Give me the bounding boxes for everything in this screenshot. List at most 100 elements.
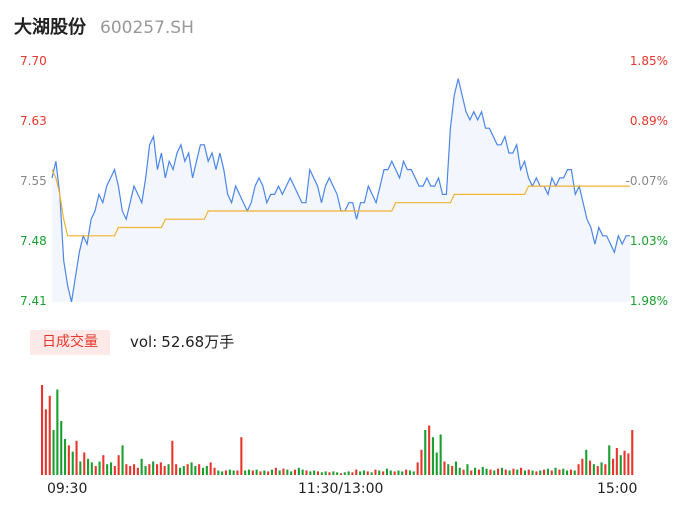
volume-bar [71, 451, 74, 475]
volume-bar [75, 440, 78, 475]
volume-bar [286, 469, 289, 475]
volume-bar [619, 455, 622, 475]
stock-header: 大湖股份 600257.SH [14, 13, 194, 39]
volume-bar [87, 458, 90, 475]
volume-bar [362, 470, 365, 475]
volume-bar [316, 471, 319, 475]
volume-bar [408, 470, 411, 475]
volume-bar [550, 470, 553, 475]
volume-bar [359, 471, 362, 475]
volume-tag: 日成交量 [30, 330, 110, 355]
volume-bar [202, 467, 205, 475]
volume-bar [320, 472, 323, 475]
volume-bar [527, 469, 530, 475]
volume-bar [504, 469, 507, 475]
volume-bar [585, 449, 588, 475]
volume-bar [67, 445, 70, 475]
volume-bar [428, 425, 431, 475]
volume-bar [163, 466, 166, 475]
volume-bar [267, 471, 270, 475]
volume-bar [133, 464, 136, 475]
volume-bar [424, 430, 427, 475]
volume-bar [110, 462, 113, 475]
volume-bar [240, 437, 243, 475]
volume-bar [615, 448, 618, 475]
time-axis-label: 11:30/13:00 [298, 481, 384, 497]
volume-bar [56, 389, 59, 475]
volume-readout: vol: 52.68万手 [130, 331, 234, 352]
volume-bar [374, 469, 377, 475]
volume-bar [129, 466, 132, 475]
volume-bar [328, 472, 331, 475]
volume-bar [171, 440, 174, 475]
volume-bar [393, 471, 396, 475]
volume-bar [213, 467, 216, 475]
volume-bar [159, 462, 162, 475]
volume-bar [531, 470, 534, 475]
volume-bar [79, 461, 82, 475]
volume-bar [194, 466, 197, 475]
volume-bar [301, 469, 304, 475]
average-price-line [51, 169, 630, 237]
volume-bar [175, 464, 178, 475]
volume-bar [470, 470, 473, 475]
volume-bar [83, 452, 86, 475]
pct-axis-label: 0.89% [629, 114, 668, 128]
volume-bar [44, 409, 47, 475]
volume-bar [554, 467, 557, 475]
volume-bar [198, 464, 201, 475]
volume-bar [451, 466, 454, 475]
price-axis-label: 7.55 [20, 174, 47, 188]
volume-bar [117, 455, 120, 475]
volume-bar [343, 472, 346, 475]
volume-bar [236, 470, 239, 475]
volume-bar [156, 464, 159, 475]
volume-bar [420, 449, 423, 475]
volume-bar [405, 469, 408, 475]
volume-bar [477, 469, 480, 475]
stock-name: 大湖股份 [14, 17, 86, 38]
volume-bar [339, 473, 342, 475]
volume-bar [244, 470, 247, 475]
volume-bar [167, 464, 170, 475]
volume-bar [186, 464, 189, 475]
volume-value: 52.68万手 [161, 333, 235, 351]
volume-bar [497, 468, 500, 475]
volume-bar [481, 466, 484, 475]
volume-bar [389, 470, 392, 475]
price-axis-label: 7.48 [20, 234, 47, 248]
volume-bar [106, 464, 109, 475]
volume-bar [179, 467, 182, 475]
volume-bar [274, 467, 277, 475]
stock-code: 600257.SH [100, 18, 194, 38]
pct-axis-label: -1.03% [625, 234, 668, 248]
volume-bar [309, 471, 312, 475]
volume-bar [228, 469, 231, 475]
volume-bar [370, 472, 373, 475]
volume-bar [209, 462, 212, 475]
volume-label: vol: [130, 333, 158, 351]
volume-bar [251, 470, 254, 475]
volume-bar [608, 445, 611, 475]
volume-bar [566, 470, 569, 475]
volume-bar [523, 470, 526, 475]
volume-bar [332, 471, 335, 475]
volume-bar [546, 468, 549, 475]
volume-bar [351, 472, 354, 475]
volume-bar [224, 470, 227, 475]
volume-bar [52, 430, 55, 475]
volume-bar [401, 471, 404, 475]
volume-bar [324, 471, 327, 475]
volume-bar [435, 452, 438, 475]
volume-bar [190, 462, 193, 475]
volume-bar [592, 464, 595, 475]
volume-bar [447, 464, 450, 475]
volume-bar [336, 472, 339, 475]
intraday-price-chart [51, 78, 630, 303]
volume-bar [489, 469, 492, 475]
volume-bar [454, 461, 457, 475]
price-axis-label: 7.41 [20, 294, 47, 308]
volume-bar [412, 471, 415, 475]
volume-bar [255, 469, 258, 475]
volume-bar [577, 464, 580, 475]
